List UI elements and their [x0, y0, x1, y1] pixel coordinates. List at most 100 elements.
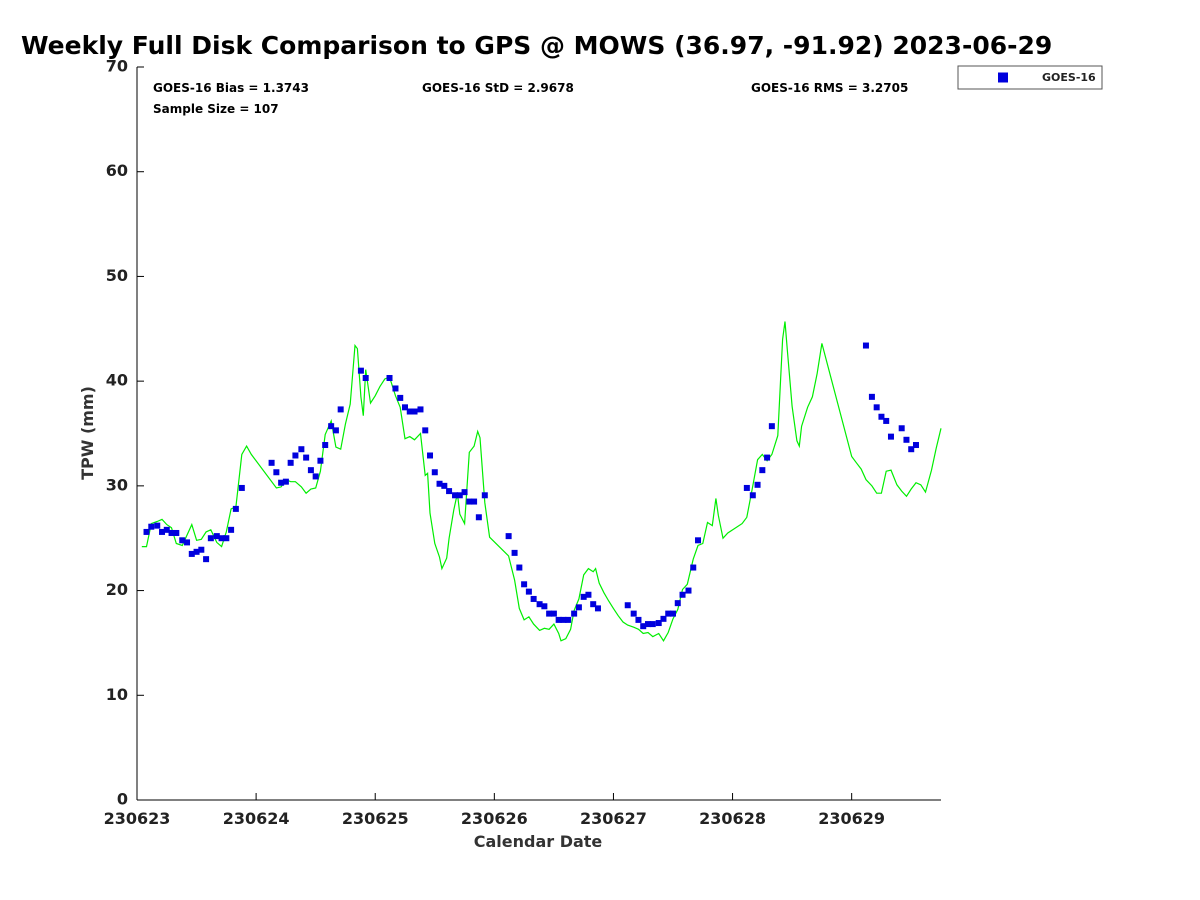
legend-label-goes16: GOES-16 [1042, 71, 1096, 84]
goes16-data-point [644, 621, 651, 628]
goes16-data-point [228, 526, 235, 533]
goes16-data-point [511, 549, 518, 556]
x-tick-label: 230624 [223, 809, 290, 828]
goes16-data-point [878, 413, 885, 420]
goes16-data-point [287, 459, 294, 466]
goes16-data-point [188, 550, 195, 557]
goes16-data-point [571, 610, 578, 617]
goes16-data-point [278, 479, 285, 486]
goes16-data-point [530, 595, 537, 602]
goes16-data-point [417, 406, 424, 413]
goes16-data-point [386, 375, 393, 382]
x-axis-label: Calendar Date [474, 832, 603, 851]
goes16-data-point [516, 564, 523, 571]
goes16-data-point [575, 604, 582, 611]
y-axis-label: TPW (mm) [78, 386, 97, 480]
goes16-data-point [560, 616, 567, 623]
goes16-data-point [203, 556, 210, 563]
x-tick-label: 230625 [342, 809, 409, 828]
stat-bias: GOES-16 Bias = 1.3743 [153, 81, 309, 95]
stat-rms: GOES-16 RMS = 3.2705 [751, 81, 908, 95]
goes16-data-point [328, 423, 335, 430]
goes16-data-point [898, 425, 905, 432]
goes16-data-point [471, 498, 478, 505]
goes16-data-point [908, 446, 915, 453]
y-tick-label: 0 [117, 790, 128, 809]
goes16-data-point [218, 535, 225, 542]
goes16-data-point [154, 522, 161, 529]
goes16-data-point [630, 610, 637, 617]
goes16-data-point [223, 535, 230, 542]
goes16-data-point [303, 454, 310, 461]
goes16-data-point [213, 533, 220, 540]
goes16-data-point [883, 417, 890, 424]
goes16-data-point [665, 610, 672, 617]
goes16-data-point [585, 591, 592, 598]
goes16-data-point [594, 605, 601, 612]
y-tick-label: 10 [106, 685, 128, 704]
goes16-data-point [397, 394, 404, 401]
goes16-data-point [402, 404, 408, 411]
goes16-data-point [168, 529, 175, 536]
x-tick-label: 230627 [580, 809, 647, 828]
goes16-data-point [505, 533, 512, 540]
goes16-data-point [546, 610, 553, 617]
stat-sample-size: Sample Size = 107 [153, 102, 279, 116]
y-tick-label: 20 [106, 580, 128, 599]
goes16-data-point [660, 615, 667, 622]
goes16-data-point [436, 480, 443, 487]
goes16-data-point [179, 537, 186, 544]
goes16-data-point [862, 342, 869, 349]
goes16-data-point [268, 459, 275, 466]
goes16-data-point [759, 467, 766, 474]
goes16-data-point [481, 492, 488, 499]
goes16-data-point [446, 488, 453, 495]
goes16-data-point [461, 489, 468, 496]
stat-std: GOES-16 StD = 2.9678 [422, 81, 574, 95]
goes16-data-point [431, 469, 438, 476]
goes16-data-point [912, 442, 919, 449]
goes16-data-point [452, 492, 459, 499]
goes16-data-point [655, 620, 662, 627]
goes16-data-point [550, 610, 557, 617]
goes16-data-point [624, 602, 631, 609]
goes16-data-point [312, 473, 319, 480]
legend-marker-goes16 [998, 72, 1008, 83]
goes16-data-point [207, 535, 214, 542]
goes16-data-point [521, 581, 528, 588]
goes16-data-point [282, 478, 289, 485]
y-tick-label: 40 [106, 371, 128, 390]
goes16-data-point [392, 385, 399, 392]
goes16-data-point [466, 498, 473, 505]
goes16-data-point [357, 367, 364, 374]
goes16-data-point [887, 433, 894, 440]
goes16-data-point [640, 623, 647, 630]
goes16-data-point [238, 484, 245, 491]
gps-series-line [141, 321, 942, 642]
goes16-data-point [198, 546, 205, 553]
goes16-data-point [690, 564, 697, 571]
goes16-data-point [273, 469, 280, 476]
goes16-data-point [406, 408, 413, 415]
goes16-data-point [764, 454, 771, 461]
y-tick-label: 70 [106, 57, 128, 76]
goes16-data-point [193, 548, 200, 555]
y-tick-label: 30 [106, 475, 128, 494]
goes16-data-point [749, 492, 756, 499]
goes16-data-point [536, 601, 543, 608]
goes16-data-point [754, 481, 761, 488]
legend: GOES-16 [957, 65, 1103, 90]
goes16-data-point [173, 529, 180, 536]
goes16-data-point [163, 526, 170, 533]
x-tick-label: 230626 [461, 809, 528, 828]
goes16-data-point [679, 591, 686, 598]
goes16-data-point [159, 528, 166, 535]
goes16-data-point [232, 505, 239, 512]
goes16-data-point [743, 484, 750, 491]
goes16-data-point [525, 588, 532, 595]
goes16-data-point [555, 616, 562, 623]
goes16-data-point [768, 423, 775, 430]
goes16-data-point [307, 467, 314, 474]
goes16-data-point [580, 593, 587, 600]
goes16-data-point [143, 528, 150, 535]
